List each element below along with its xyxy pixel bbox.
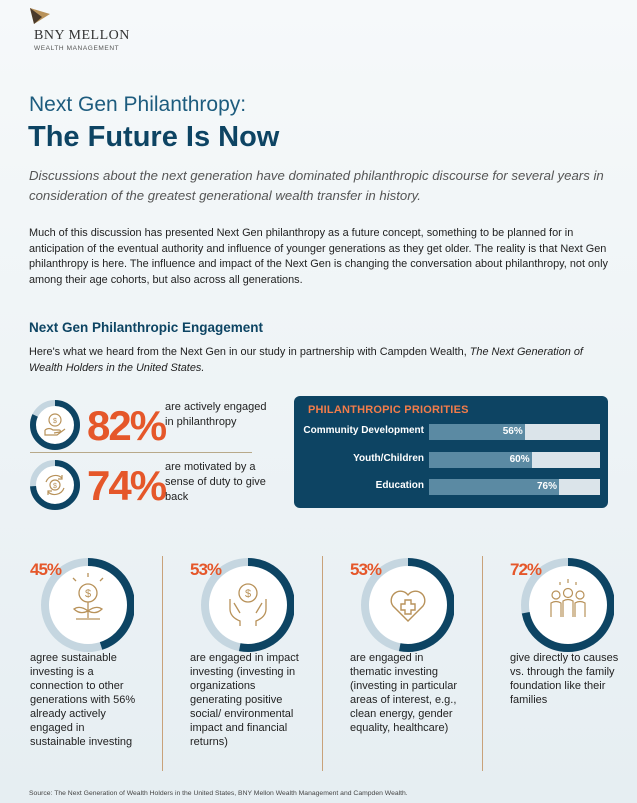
column-text: are engaged in impact investing (investi… [190,652,299,748]
stat-text: are actively engaged in philanthropy [165,401,267,428]
stat-ring: $ [30,460,80,510]
priority-label: Youth/Children [353,453,424,464]
section-desc: Here's what we heard from the Next Gen i… [29,345,614,376]
page-title: The Future Is Now [28,121,280,153]
priority-bar: Youth/Children 60% [294,452,608,468]
stat-text: are motivated by a sense of duty to give… [165,461,266,503]
priorities-panel: PHILANTHROPIC PRIORITIES Community Devel… [294,396,608,508]
family-icon [550,579,586,617]
svg-text:$: $ [53,418,57,425]
column-percent: 72% [510,560,542,579]
hand-coin-icon [44,413,66,436]
priority-track: 76% [429,479,600,495]
column-ring: $ [201,558,294,652]
svg-text:$: $ [245,588,251,600]
svg-text:$: $ [85,588,91,600]
brand-sub: WEALTH MANAGEMENT [34,45,120,52]
logo-mark-icon [30,8,50,24]
priority-track: 56% [429,424,600,440]
column-divider [482,556,483,771]
column-text: are engaged in thematic investing (inves… [350,652,457,734]
intro-body: Much of this discussion has presented Ne… [29,227,608,286]
priority-value: 60% [509,454,530,465]
stat-percent: 74% [87,462,167,509]
brand-name: BNY MELLON [34,28,130,43]
source-note: Source: The Next Generation of Wealth Ho… [29,790,408,797]
column-percent: 53% [350,560,382,579]
coin-cycle-icon [45,474,65,496]
priority-label: Education [375,480,424,491]
sprout-coin-icon [72,573,104,620]
priority-fill [429,424,525,440]
heart-cross-icon [390,590,426,622]
priority-label: Community Development [303,425,424,436]
column-ring [521,558,614,652]
priority-fill [429,452,532,468]
section-desc-prefix: Here's what we heard from the Next Gen i… [29,346,470,358]
column-percent: 53% [190,560,222,579]
priorities-title: PHILANTHROPIC PRIORITIES [308,404,469,416]
section-desc-italic: The Next Generation of Wealth Holders in… [29,346,583,374]
column-ring: $ [41,558,134,652]
svg-text:$: $ [53,483,57,490]
intro-italic: Discussions about the next generation ha… [29,168,604,203]
page-subtitle: Next Gen Philanthropy: [29,93,247,116]
priority-track: 60% [429,452,600,468]
hands-coin-icon [229,583,267,626]
priority-value: 56% [502,426,523,437]
priority-bar: Education 76% [294,479,608,495]
stat-divider [30,452,252,453]
priority-bar: Community Development 56% [294,424,608,440]
column-divider [322,556,323,771]
column-percent: 45% [30,560,62,579]
priority-value: 76% [536,481,557,492]
stat-ring: $ [30,400,80,450]
column-text: agree sustainable investing is a connect… [30,652,136,748]
column-divider [162,556,163,771]
column-text: give directly to causes vs. through the … [510,652,619,706]
stat-percent: 82% [87,402,167,449]
brand-logo: BNY MELLON WEALTH MANAGEMENT [30,8,129,52]
section-title: Next Gen Philanthropic Engagement [29,320,264,335]
column-ring [361,558,454,652]
priority-fill [429,479,559,495]
